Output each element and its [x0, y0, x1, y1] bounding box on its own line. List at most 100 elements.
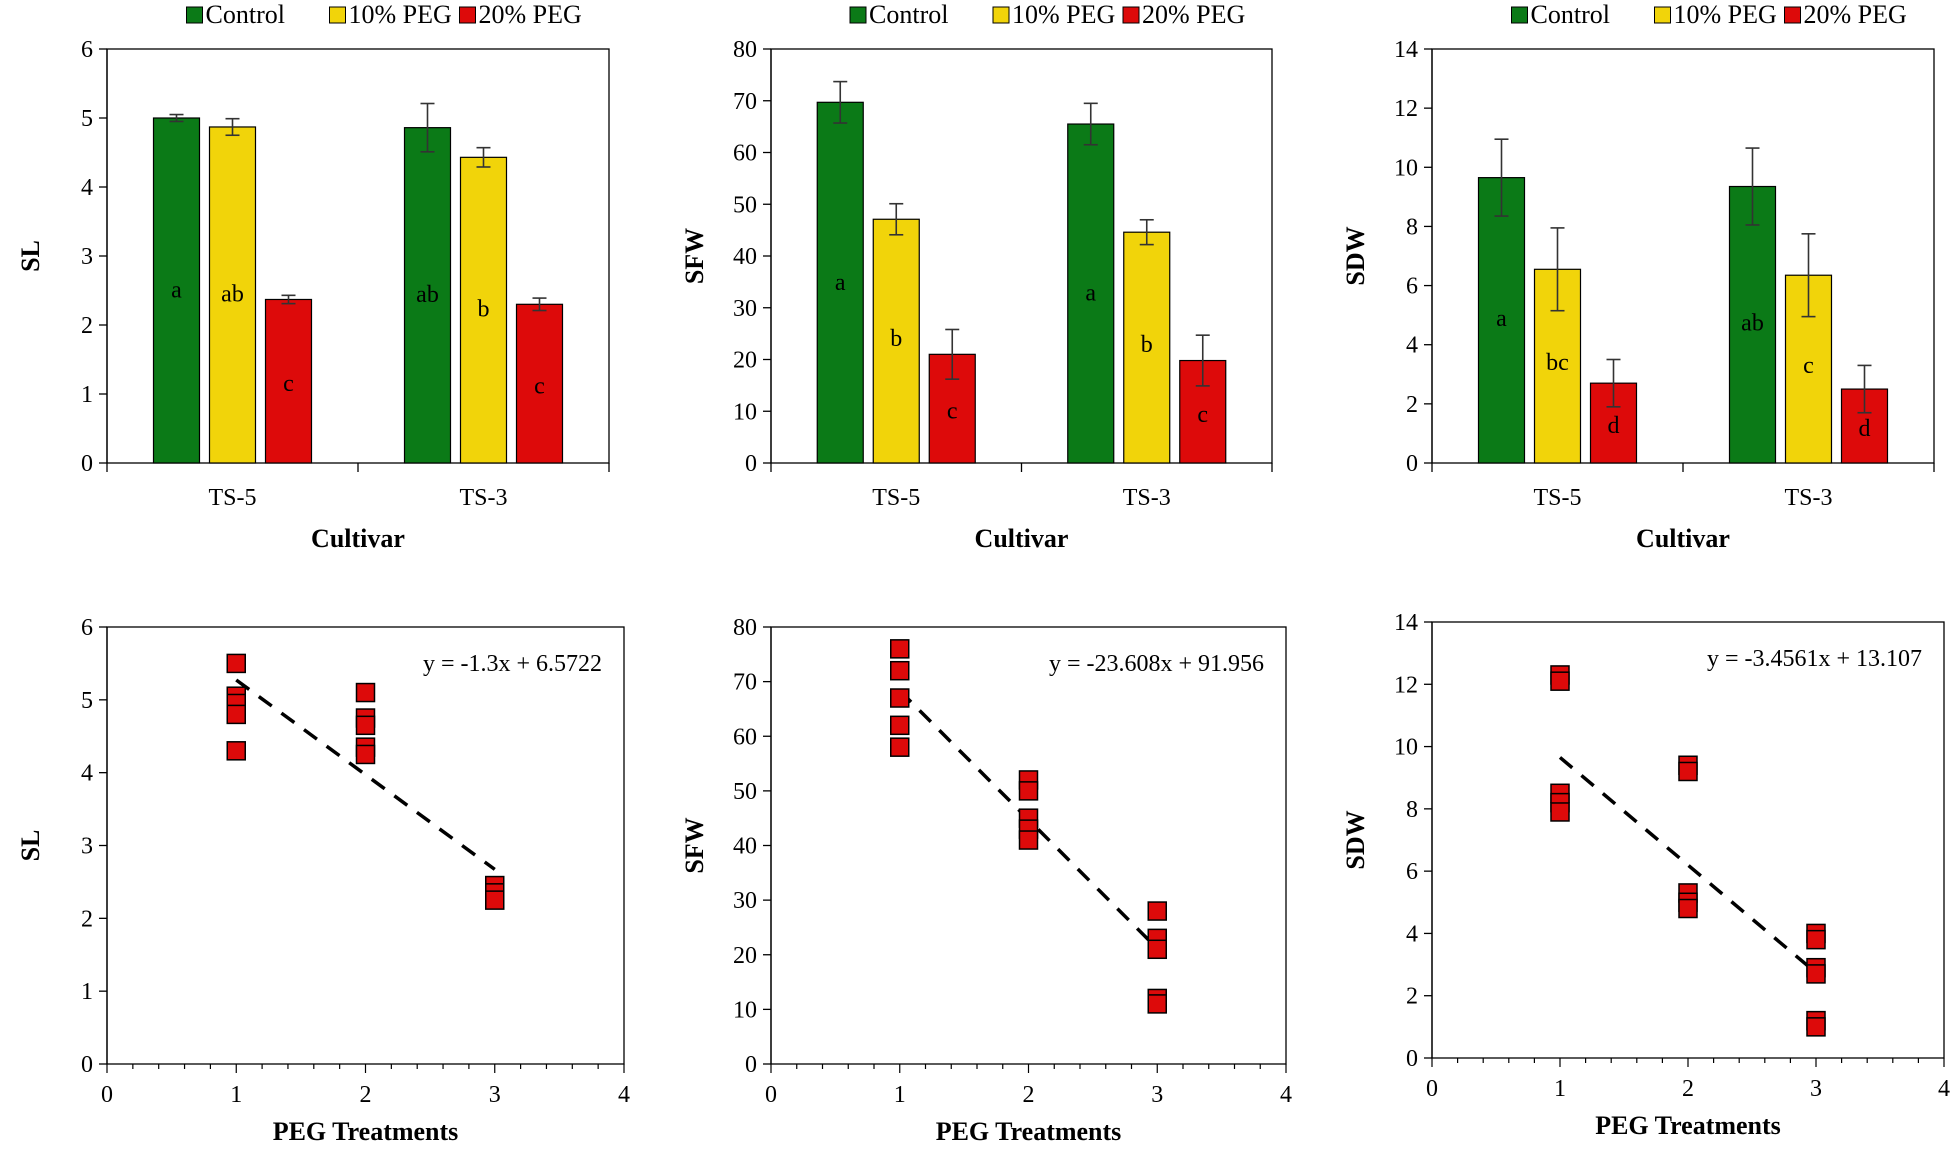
legend-label: Control	[206, 0, 285, 29]
y-axis-title: SDW	[1341, 810, 1370, 869]
x-category-label: TS-3	[1785, 485, 1833, 511]
legend-swatch	[1122, 6, 1140, 24]
y-tick-label: 2	[1406, 984, 1418, 1010]
data-point	[1806, 1017, 1826, 1037]
legend-swatch	[1511, 6, 1528, 24]
legend-label: 10% PEG	[1674, 0, 1777, 29]
y-tick-label: 1	[81, 979, 93, 1005]
y-tick-label: 70	[733, 89, 757, 115]
significance-letter: bc	[1546, 350, 1569, 376]
data-point	[1806, 929, 1826, 950]
trendline	[1558, 756, 1818, 975]
x-category-label: TS-3	[460, 485, 508, 511]
bar	[1477, 177, 1526, 464]
trendline-equation: y = -1.3x + 6.5722	[423, 651, 602, 677]
x-category-label: TS-3	[1123, 485, 1171, 511]
data-point	[1550, 671, 1570, 691]
y-tick-label: 4	[81, 761, 93, 787]
y-tick-label: 70	[733, 670, 757, 696]
significance-letter: c	[283, 371, 294, 397]
x-tick-label: 1	[230, 1082, 242, 1108]
data-point	[890, 639, 910, 659]
significance-letter: b	[478, 296, 490, 322]
y-tick-label: 10	[1394, 155, 1418, 181]
significance-letter: c	[947, 399, 958, 425]
y-tick-label: 6	[1406, 859, 1418, 885]
data-point	[890, 715, 910, 736]
x-tick-label: 2	[360, 1082, 372, 1108]
y-tick-label: 1	[81, 382, 93, 408]
y-tick-label: 10	[1394, 735, 1418, 761]
significance-letter: a	[171, 277, 182, 303]
y-tick-label: 40	[733, 244, 757, 270]
legend-label: 20% PEG	[479, 0, 582, 29]
y-tick-label: 5	[81, 106, 93, 132]
y-tick-label: 3	[81, 834, 93, 860]
y-tick-label: 30	[733, 888, 757, 914]
y-tick-label: 2	[81, 906, 93, 932]
data-point	[1550, 802, 1570, 822]
y-tick-label: 2	[81, 313, 93, 339]
y-tick-label: 20	[733, 943, 757, 969]
y-tick-label: 50	[733, 779, 757, 805]
y-axis-title: SFW	[680, 228, 709, 284]
y-axis-title: SFW	[680, 817, 709, 873]
x-category-label: TS-5	[872, 485, 920, 511]
y-axis-title: SDW	[1341, 226, 1370, 285]
bar-chart-sl: 0 1 2 3 4 5 6 SL TS-5 a ab c TS-3 ab b c Cultivar Control…	[16, 0, 610, 553]
y-tick-label: 0	[1406, 1046, 1418, 1072]
y-tick-label: 0	[81, 1052, 93, 1078]
x-category-label: TS-5	[209, 485, 257, 511]
y-tick-label: 20	[733, 348, 757, 374]
data-point	[890, 688, 910, 708]
significance-letter: c	[534, 374, 545, 400]
x-axis-title: PEG Treatments	[936, 1117, 1122, 1146]
legend-label: 20% PEG	[1142, 0, 1245, 29]
bar	[459, 156, 508, 464]
x-axis-title: PEG Treatments	[1595, 1111, 1781, 1140]
legend-swatch	[186, 6, 203, 24]
bar	[1067, 123, 1115, 464]
x-tick-label: 1	[894, 1082, 906, 1108]
y-tick-label: 8	[1406, 797, 1418, 823]
bar	[515, 303, 564, 464]
scatter-chart-sl: 0 1 2 3 4 5 6 SL 0 1 2 3 4 PEG Treatments y = -1.3x + …	[16, 615, 630, 1146]
data-point	[226, 653, 246, 674]
y-tick-label: 60	[733, 141, 757, 167]
legend: Control 10% PEG 20% PEG	[1511, 0, 1907, 29]
y-tick-label: 80	[733, 37, 757, 63]
legend-label: 20% PEG	[1804, 0, 1907, 29]
significance-letter: d	[1608, 413, 1620, 439]
scatter-chart-sfw: 0 10 20 30 40 50 60 70 80 SFW 0 1 2 3 4 PEG Treatments y…	[680, 615, 1292, 1146]
data-point	[1806, 964, 1826, 984]
y-tick-label: 14	[1394, 37, 1418, 63]
data-point	[1018, 830, 1039, 850]
x-axis-title: Cultivar	[1636, 524, 1730, 553]
x-tick-label: 3	[489, 1082, 501, 1108]
y-tick-label: 5	[81, 688, 93, 714]
bar	[1123, 231, 1171, 464]
y-tick-label: 50	[733, 192, 757, 218]
y-tick-label: 0	[81, 451, 93, 477]
x-category-label: TS-5	[1534, 485, 1582, 511]
significance-letter: c	[1803, 353, 1814, 379]
y-axis-title: SL	[16, 240, 45, 272]
x-axis-title: Cultivar	[311, 524, 405, 553]
bar	[403, 127, 452, 464]
significance-letter: b	[1141, 332, 1153, 358]
data-point	[890, 737, 910, 757]
trendline	[235, 678, 496, 871]
data-point	[1018, 781, 1039, 801]
legend-swatch	[329, 6, 346, 24]
data-point	[226, 704, 246, 725]
bar	[208, 126, 257, 464]
y-tick-label: 3	[81, 244, 93, 270]
y-tick-label: 4	[1406, 921, 1418, 947]
x-tick-label: 3	[1810, 1076, 1822, 1102]
significance-letter: b	[890, 326, 902, 352]
legend: Control 10% PEG 20% PEG	[849, 0, 1245, 29]
data-point	[226, 741, 246, 761]
bar	[872, 218, 920, 464]
